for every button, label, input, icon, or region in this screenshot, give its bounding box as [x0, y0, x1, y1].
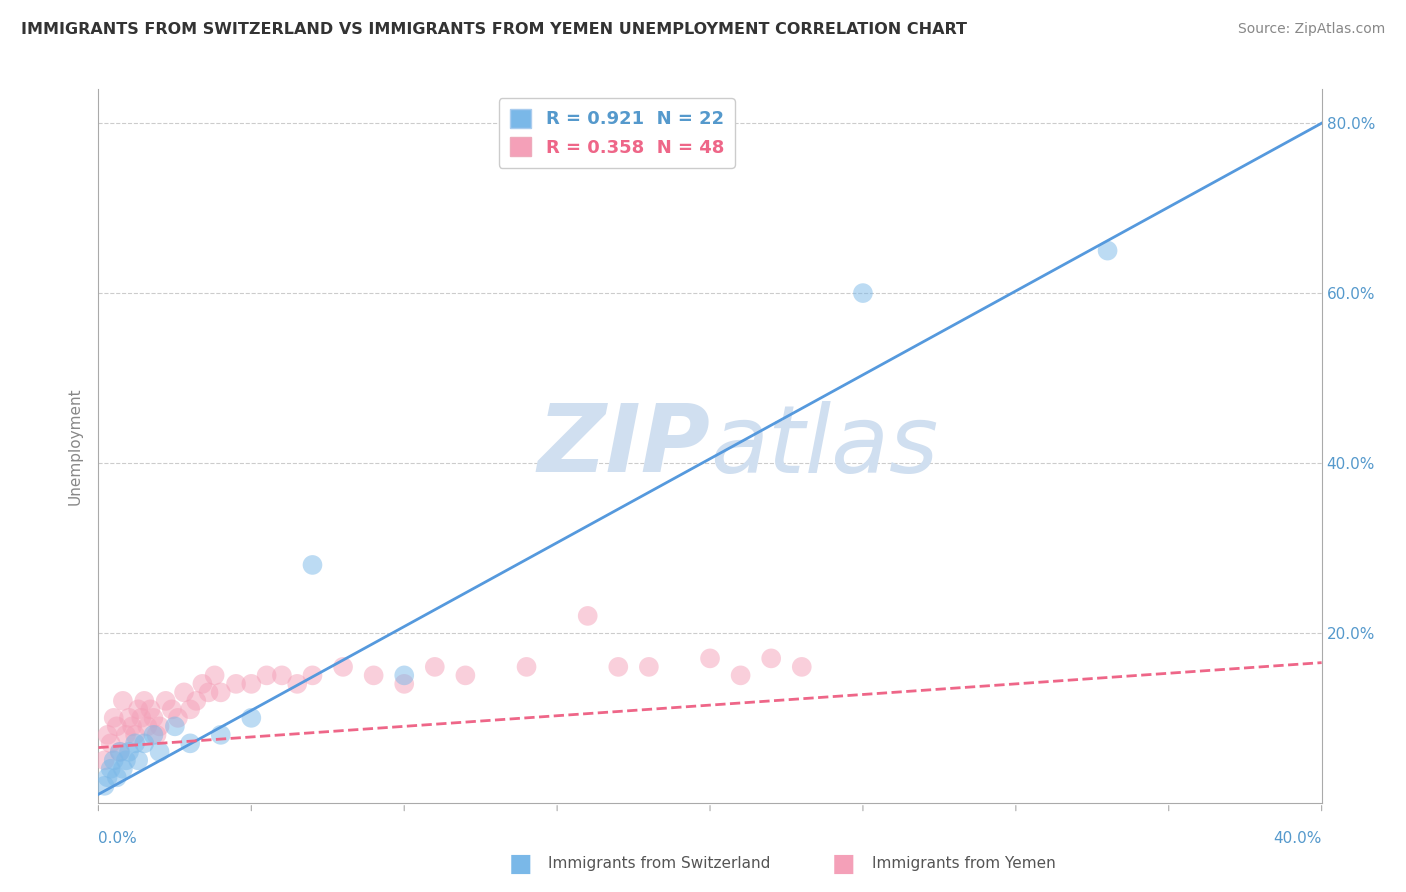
Point	[332, 660, 354, 674]
Text: IMMIGRANTS FROM SWITZERLAND VS IMMIGRANTS FROM YEMEN UNEMPLOYMENT CORRELATION CH: IMMIGRANTS FROM SWITZERLAND VS IMMIGRANT…	[21, 22, 967, 37]
Text: Source: ZipAtlas.com: Source: ZipAtlas.com	[1237, 22, 1385, 37]
Point	[454, 668, 477, 682]
Point	[790, 660, 813, 674]
Point	[142, 728, 165, 742]
Point	[270, 668, 292, 682]
Point	[163, 719, 186, 733]
Point	[1097, 244, 1119, 258]
Point	[759, 651, 782, 665]
Point	[134, 736, 156, 750]
Point	[209, 685, 232, 699]
Point	[149, 719, 172, 733]
Point	[160, 702, 183, 716]
Point	[363, 668, 385, 682]
Text: atlas: atlas	[710, 401, 938, 491]
Point	[301, 558, 323, 572]
Text: Immigrants from Switzerland: Immigrants from Switzerland	[548, 856, 770, 871]
Point	[209, 728, 232, 742]
Point	[240, 677, 263, 691]
Point	[852, 286, 875, 301]
Point	[136, 719, 159, 733]
Y-axis label: Unemployment: Unemployment	[67, 387, 83, 505]
Point	[167, 711, 190, 725]
Text: ZIP: ZIP	[537, 400, 710, 492]
Legend: R = 0.921  N = 22, R = 0.358  N = 48: R = 0.921 N = 22, R = 0.358 N = 48	[499, 98, 735, 168]
Point	[108, 745, 131, 759]
Point	[97, 770, 120, 784]
Point	[111, 762, 134, 776]
Point	[155, 694, 177, 708]
Text: 0.0%: 0.0%	[98, 831, 138, 847]
Point	[115, 728, 138, 742]
Point	[100, 762, 122, 776]
Point	[173, 685, 195, 699]
Point	[111, 694, 134, 708]
Point	[134, 694, 156, 708]
Point	[516, 660, 538, 674]
Text: Immigrants from Yemen: Immigrants from Yemen	[872, 856, 1056, 871]
Point	[637, 660, 661, 674]
Point	[179, 736, 201, 750]
Point	[97, 728, 120, 742]
Point	[191, 677, 214, 691]
Point	[108, 745, 131, 759]
Point	[256, 668, 278, 682]
Text: ■: ■	[832, 852, 855, 875]
Point	[607, 660, 630, 674]
Point	[285, 677, 308, 691]
Point	[129, 711, 152, 725]
Point	[186, 694, 208, 708]
Point	[730, 668, 752, 682]
Point	[103, 753, 125, 767]
Point	[139, 702, 162, 716]
Point	[576, 608, 599, 623]
Point	[118, 711, 141, 725]
Point	[392, 668, 416, 682]
Point	[197, 685, 219, 699]
Point	[145, 728, 167, 742]
Point	[240, 711, 263, 725]
Text: ■: ■	[509, 852, 531, 875]
Point	[93, 779, 115, 793]
Point	[93, 753, 115, 767]
Point	[100, 736, 122, 750]
Point	[127, 753, 149, 767]
Point	[124, 736, 146, 750]
Text: 40.0%: 40.0%	[1274, 831, 1322, 847]
Point	[423, 660, 446, 674]
Point	[392, 677, 416, 691]
Point	[115, 753, 138, 767]
Point	[225, 677, 247, 691]
Point	[204, 668, 226, 682]
Point	[121, 719, 143, 733]
Point	[142, 711, 165, 725]
Point	[105, 719, 128, 733]
Point	[124, 728, 146, 742]
Point	[149, 745, 172, 759]
Point	[103, 711, 125, 725]
Point	[105, 770, 128, 784]
Point	[301, 668, 323, 682]
Point	[699, 651, 721, 665]
Point	[118, 745, 141, 759]
Point	[179, 702, 201, 716]
Point	[127, 702, 149, 716]
